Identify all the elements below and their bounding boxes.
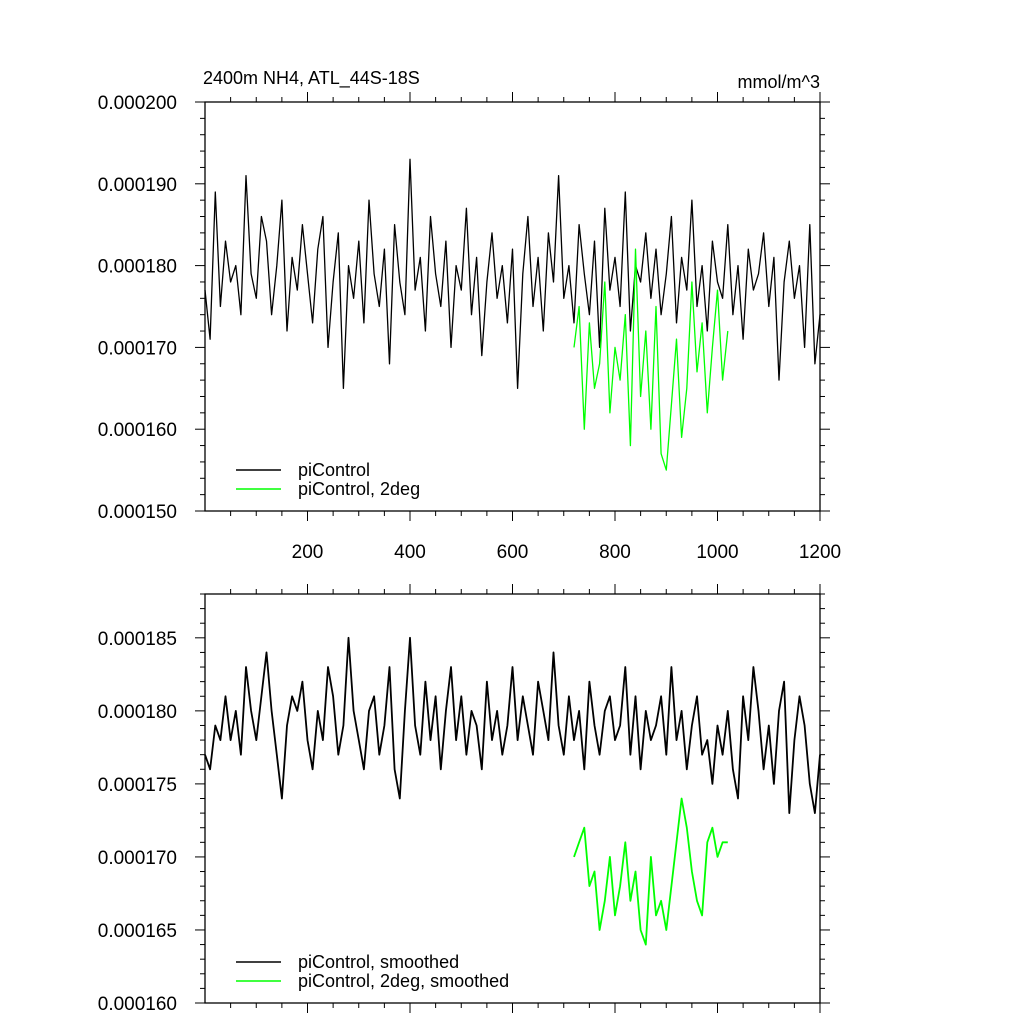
x-tick-label: 200 <box>292 542 324 563</box>
legend-label: piControl <box>298 460 370 480</box>
y-tick-label: 0.000170 <box>98 338 177 359</box>
x-tick-label: 600 <box>497 542 529 563</box>
series-line-picontrol-2deg <box>573 797 728 946</box>
y-tick-label: 0.000150 <box>98 502 177 523</box>
y-tick-label: 0.000180 <box>98 702 177 723</box>
legend-label: piControl, smoothed <box>298 952 459 972</box>
legend-label: piControl, 2deg <box>298 479 420 499</box>
x-tick-label: 400 <box>394 542 426 563</box>
y-tick-label: 0.000180 <box>98 257 177 278</box>
x-tick-label: 1200 <box>799 542 841 563</box>
y-tick-label: 0.000185 <box>98 629 177 650</box>
y-tick-label: 0.000200 <box>98 93 177 114</box>
chart-title: 2400m NH4, ATL_44S-18S <box>203 68 420 89</box>
series-line-picontrol <box>204 158 821 389</box>
series-line-picontrol-2deg <box>573 248 729 471</box>
y-tick-label: 0.000170 <box>98 848 177 869</box>
x-tick-label: 1000 <box>696 542 738 563</box>
units-label: mmol/m^3 <box>738 72 820 92</box>
y-tick-label: 0.000160 <box>98 420 177 441</box>
y-tick-label: 0.000165 <box>98 921 177 942</box>
y-tick-label: 0.000190 <box>98 175 177 196</box>
y-tick-label: 0.000160 <box>98 994 177 1015</box>
x-tick-label: 800 <box>599 542 631 563</box>
plot-frame <box>204 101 821 512</box>
plot-frame <box>204 593 821 1004</box>
y-tick-label: 0.000175 <box>98 775 177 796</box>
legend-label: piControl, 2deg, smoothed <box>298 971 509 991</box>
series-line-picontrol <box>204 636 821 814</box>
